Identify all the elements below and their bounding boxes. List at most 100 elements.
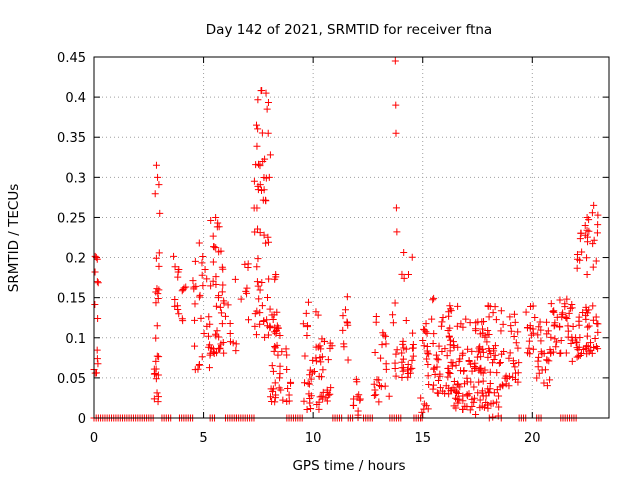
- data-point: [495, 359, 503, 367]
- data-point: [473, 353, 481, 361]
- data-point: [589, 316, 597, 324]
- data-point: [282, 345, 290, 353]
- data-point: [495, 403, 503, 411]
- data-point: [283, 366, 291, 374]
- data-point: [339, 326, 347, 334]
- data-point: [572, 339, 580, 347]
- data-point: [502, 380, 510, 388]
- data-point: [533, 374, 541, 382]
- data-point: [490, 355, 498, 363]
- data-point: [155, 181, 163, 189]
- data-point: [339, 312, 347, 320]
- data-point: [253, 263, 261, 271]
- data-point: [254, 225, 262, 233]
- data-point: [305, 380, 313, 388]
- data-point: [493, 398, 501, 406]
- data-point: [451, 386, 459, 394]
- data-point: [392, 204, 400, 212]
- data-point: [155, 249, 163, 257]
- data-point: [460, 367, 468, 375]
- data-point: [341, 306, 349, 314]
- data-point: [283, 351, 291, 359]
- data-point: [232, 347, 240, 355]
- data-point: [487, 400, 495, 408]
- data-point: [370, 392, 378, 400]
- data-point: [553, 338, 561, 346]
- data-point: [483, 338, 491, 346]
- data-point: [206, 320, 214, 328]
- data-point: [398, 364, 406, 372]
- data-point: [465, 357, 473, 365]
- data-point: [324, 356, 332, 364]
- data-point: [404, 373, 412, 381]
- data-point: [276, 370, 284, 378]
- data-point: [154, 393, 162, 401]
- data-point: [218, 320, 226, 328]
- data-point: [276, 331, 284, 339]
- data-point: [486, 368, 494, 376]
- data-point: [549, 307, 557, 315]
- data-point: [430, 330, 438, 338]
- data-point: [152, 334, 160, 342]
- data-point: [343, 293, 351, 301]
- data-point: [423, 349, 431, 357]
- data-point: [558, 311, 566, 319]
- data-point: [590, 201, 598, 209]
- data-point: [154, 173, 162, 181]
- data-point: [476, 396, 484, 404]
- data-point: [423, 355, 431, 363]
- data-point: [486, 385, 494, 393]
- data-point: [582, 311, 590, 319]
- data-point: [514, 328, 522, 336]
- data-point: [174, 273, 182, 281]
- data-point: [498, 381, 506, 389]
- data-point: [409, 329, 417, 337]
- data-point: [563, 315, 571, 322]
- data-point: [276, 362, 284, 370]
- data-point: [567, 339, 575, 347]
- data-point: [257, 186, 265, 194]
- data-point: [576, 235, 584, 243]
- data-point: [344, 356, 352, 364]
- data-point: [552, 343, 560, 351]
- data-point: [487, 350, 495, 358]
- data-point: [371, 386, 379, 394]
- data-point: [191, 300, 199, 308]
- data-point: [424, 361, 432, 368]
- data-point: [583, 306, 591, 314]
- data-point: [398, 270, 406, 278]
- data-point: [404, 360, 412, 368]
- data-point: [436, 384, 444, 392]
- data-point: [284, 385, 292, 392]
- data-point: [472, 319, 480, 327]
- data-point: [575, 313, 583, 321]
- data-point: [453, 395, 461, 403]
- data-point: [93, 278, 101, 286]
- x-tick-label: 10: [305, 431, 322, 446]
- data-point: [319, 395, 327, 403]
- data-point: [481, 366, 489, 374]
- data-point: [191, 342, 199, 350]
- data-point: [576, 333, 584, 341]
- data-point: [455, 357, 463, 365]
- data-point: [573, 264, 581, 272]
- data-point: [213, 327, 221, 335]
- data-point: [251, 322, 259, 330]
- data-point: [442, 382, 450, 390]
- data-point: [459, 397, 467, 405]
- data-point: [468, 347, 476, 355]
- data-point: [594, 328, 602, 336]
- data-point: [423, 329, 431, 337]
- data-point: [439, 313, 447, 321]
- data-point: [268, 362, 276, 370]
- data-point: [206, 349, 214, 357]
- data-point: [372, 391, 380, 399]
- data-point: [420, 325, 428, 333]
- data-point: [476, 343, 484, 351]
- data-point: [212, 332, 220, 340]
- data-point: [491, 351, 499, 359]
- data-point: [435, 342, 443, 350]
- y-tick-label: 0.1: [65, 332, 86, 347]
- data-point: [429, 296, 437, 304]
- data-point: [264, 294, 271, 302]
